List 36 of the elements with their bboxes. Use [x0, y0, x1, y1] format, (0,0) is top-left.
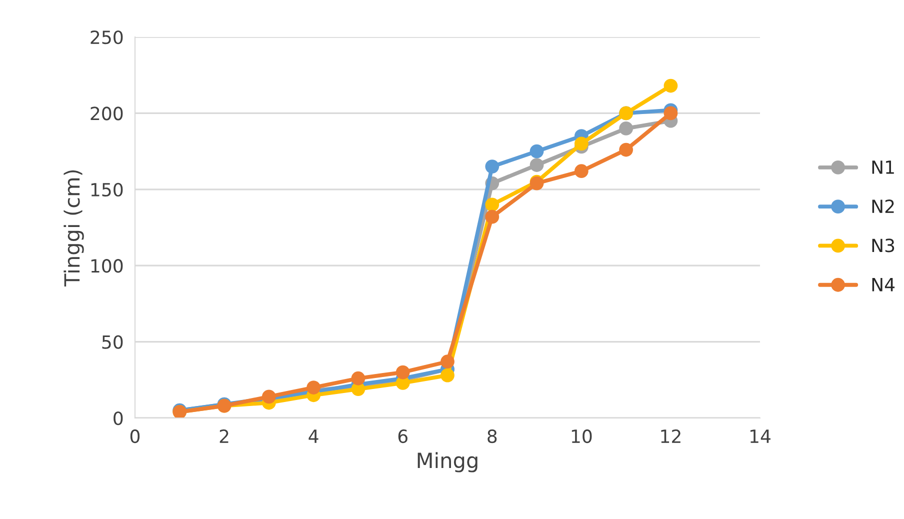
x-tick-label: 10 [572, 429, 592, 444]
point [574, 136, 588, 151]
x-axis-title: Mingg [418, 452, 478, 472]
point [530, 158, 544, 172]
point [485, 210, 500, 224]
y-tick-label: 50 [102, 335, 123, 349]
legend-label: N3 [872, 238, 894, 252]
point [664, 78, 678, 93]
point [485, 198, 500, 212]
y-tick-label: 0 [114, 411, 123, 426]
x-tick-label: 4 [308, 430, 318, 443]
x-tick-label: 14 [750, 430, 770, 443]
x-tick-label: 8 [488, 429, 497, 444]
legend-label: N4 [872, 278, 895, 292]
point [530, 144, 544, 158]
point [396, 365, 410, 380]
y-tick-label: 250 [90, 30, 123, 44]
x-tick-label: 0 [130, 429, 140, 444]
y-tick-label: 200 [90, 106, 123, 120]
point [306, 380, 321, 394]
y-axis-title: Tinggi (cm) [64, 170, 84, 287]
x-tick-label: 12 [661, 429, 680, 443]
x-tick-label: 2 [220, 429, 228, 443]
y-tick-label: 150 [91, 182, 123, 197]
point [664, 106, 678, 120]
point [440, 354, 454, 369]
point [440, 368, 454, 382]
legend-label: N2 [872, 200, 894, 213]
point [619, 121, 634, 136]
legend-label: N1 [872, 160, 894, 174]
point [574, 164, 588, 178]
y-tick-label: 100 [91, 259, 123, 273]
point [485, 160, 500, 174]
x-tick-label: 6 [398, 429, 408, 444]
point [619, 142, 634, 157]
point [351, 371, 366, 386]
